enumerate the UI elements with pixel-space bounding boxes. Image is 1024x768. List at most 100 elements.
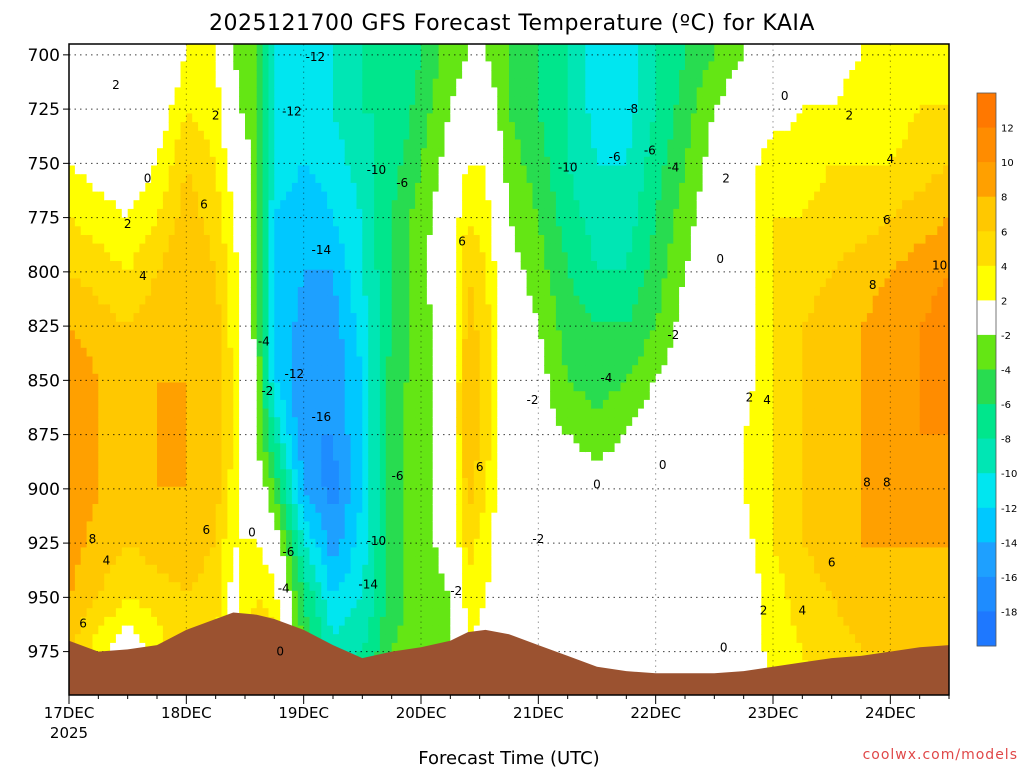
heat-cell [456,157,463,166]
heat-cell [169,521,176,530]
heat-cell [139,539,146,548]
heat-cell [192,105,199,114]
heat-cell [222,44,229,53]
heat-cell [175,452,182,461]
heat-cell [345,235,352,244]
heat-cell [403,435,410,444]
heat-cell [315,626,322,635]
heat-cell [380,617,387,626]
heat-cell [110,226,117,235]
heat-cell [321,357,328,366]
heat-cell [251,513,258,522]
heat-cell [216,235,223,244]
heat-cell [81,157,88,166]
heat-cell [380,469,387,478]
heat-cell [257,218,264,227]
heat-cell [386,391,393,400]
heat-cell [274,96,281,105]
heat-cell [368,87,375,96]
heat-cell [456,200,463,209]
heat-cell [409,166,416,175]
heat-cell [392,122,399,131]
heat-cell [186,556,193,565]
heat-cell [456,409,463,418]
heat-cell [169,469,176,478]
heat-cell [157,435,164,444]
heat-cell [227,365,234,374]
heat-cell [280,357,287,366]
heat-cell [169,608,176,617]
heat-cell [233,200,240,209]
heat-cell [81,409,88,418]
heat-cell [75,565,82,574]
heat-cell [257,304,264,313]
heat-cell [93,513,100,522]
heat-cell [427,469,434,478]
heat-cell [110,556,117,565]
heat-cell [274,556,281,565]
heat-cell [269,582,276,591]
heat-cell [257,582,264,591]
heat-cell [351,122,358,131]
heat-cell [339,148,346,157]
heat-cell [357,495,364,504]
heat-cell [421,200,428,209]
heat-cell [433,218,440,227]
heat-cell [304,495,311,504]
heat-cell [362,634,369,643]
heat-cell [81,61,88,70]
heat-cell [315,296,322,305]
heat-cell [210,192,217,201]
heat-cell [351,435,358,444]
heat-cell [210,131,217,140]
heat-cell [345,339,352,348]
heat-cell [204,270,211,279]
heat-cell [139,617,146,626]
heat-cell [98,148,105,157]
heat-cell [409,174,416,183]
heat-cell [433,426,440,435]
heat-cell [298,547,305,556]
heat-cell [216,96,223,105]
heat-cell [398,96,405,105]
heat-cell [75,61,82,70]
heat-cell [69,374,76,383]
heat-cell [304,478,311,487]
heat-cell [357,200,364,209]
heat-cell [198,166,205,175]
heat-cell [374,218,381,227]
heat-cell [310,426,317,435]
heat-cell [186,200,193,209]
heat-cell [392,287,399,296]
heat-cell [81,70,88,79]
heat-cell [392,157,399,166]
heat-cell [421,391,428,400]
heat-cell [251,226,258,235]
heat-cell [439,591,446,600]
heat-cell [263,140,270,149]
heat-cell [245,443,252,452]
heat-cell [362,209,369,218]
heat-cell [433,296,440,305]
heat-cell [327,261,334,270]
heat-cell [421,183,428,192]
heat-cell [216,131,223,140]
heat-cell [122,469,129,478]
heat-cell [274,313,281,322]
heat-cell [433,556,440,565]
heat-cell [69,574,76,583]
heat-cell [122,122,129,131]
heat-cell [222,556,229,565]
heat-cell [181,487,188,496]
heat-cell [292,148,299,157]
heat-cell [456,417,463,426]
heat-cell [421,192,428,201]
heat-cell [380,608,387,617]
heat-cell [227,547,234,556]
heat-cell [292,565,299,574]
heat-cell [333,96,340,105]
heat-cell [151,487,158,496]
heat-cell [104,261,111,270]
heat-cell [380,634,387,643]
heat-cell [93,131,100,140]
